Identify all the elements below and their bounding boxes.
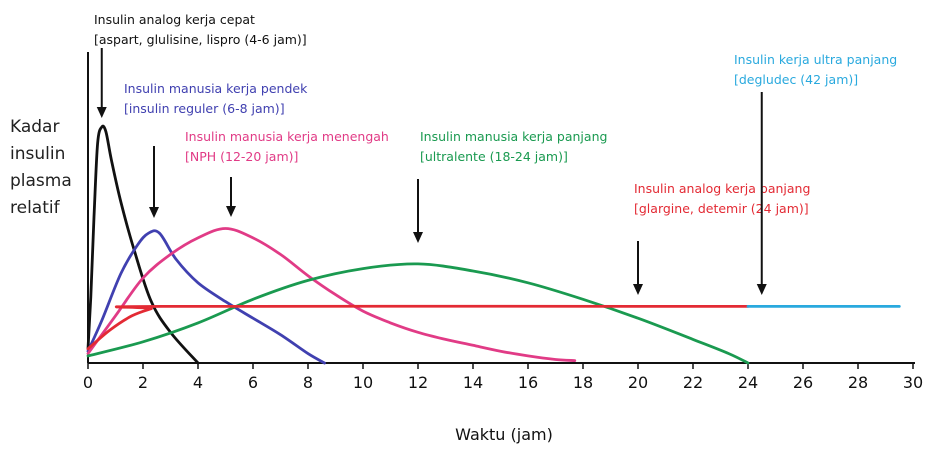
y-axis-label: Kadar insulin plasma relatif — [10, 117, 72, 218]
annotation-arrowhead-3 — [413, 232, 423, 243]
annotation-detail-4: [glargine, detemir (24 jam)] — [634, 201, 809, 216]
x-tick-label: 8 — [303, 373, 313, 392]
series-line-1 — [86, 229, 326, 365]
x-tick-label: 4 — [193, 373, 203, 392]
annotation-arrowhead-5 — [756, 284, 767, 295]
x-tick-label: 20 — [628, 373, 648, 392]
series-line-4 — [86, 304, 750, 351]
annotation-title-5: Insulin kerja ultra panjang — [734, 52, 897, 67]
x-tick-label: 2 — [138, 373, 148, 392]
x-tick-label: 24 — [738, 373, 758, 392]
series-line-0 — [86, 124, 200, 365]
series-lines — [86, 124, 901, 365]
x-tick-label: 10 — [353, 373, 373, 392]
series-line-2 — [86, 227, 577, 362]
annotation-detail-1: [insulin reguler (6-8 jam)] — [124, 101, 285, 116]
x-tick-label: 6 — [248, 373, 258, 392]
annotation-title-1: Insulin manusia kerja pendek — [124, 81, 308, 96]
annotation-arrowhead-1 — [149, 207, 159, 218]
annotation-detail-5: [degludec (42 jam)] — [734, 72, 858, 87]
x-axis-label: Waktu (jam) — [455, 425, 553, 444]
x-tick-label: 22 — [683, 373, 703, 392]
x-tick-label: 14 — [463, 373, 483, 392]
annotation-title-4: Insulin analog kerja panjang — [634, 181, 810, 196]
annotation-detail-0: [aspart, glulisine, lispro (4-6 jam)] — [94, 32, 307, 47]
x-tick-label: 18 — [573, 373, 593, 392]
annotation-arrowhead-2 — [226, 206, 236, 217]
annotation-title-0: Insulin analog kerja cepat — [94, 12, 255, 27]
annotation-detail-3: [ultralente (18-24 jam)] — [420, 149, 568, 164]
x-tick-label: 12 — [408, 373, 428, 392]
series-line-3 — [86, 262, 750, 365]
annotation-detail-2: [NPH (12-20 jam)] — [185, 149, 298, 164]
annotation-arrowhead-0 — [96, 107, 107, 118]
x-tick-label: 26 — [793, 373, 813, 392]
axes: 0 2 4 6 8 10 12 14 16 18 20 22 24 26 28 30 — [83, 52, 923, 392]
x-tick-label: 16 — [518, 373, 538, 392]
annotation-title-3: Insulin manusia kerja panjang — [420, 129, 607, 144]
x-tick-label: 30 — [903, 373, 923, 392]
annotations: Insulin analog kerja cepat [aspart, gluli… — [94, 12, 897, 295]
x-tick-label: 0 — [83, 373, 93, 392]
x-tick-label: 28 — [848, 373, 868, 392]
annotation-title-2: Insulin manusia kerja menengah — [185, 129, 389, 144]
annotation-arrowhead-4 — [633, 284, 643, 295]
